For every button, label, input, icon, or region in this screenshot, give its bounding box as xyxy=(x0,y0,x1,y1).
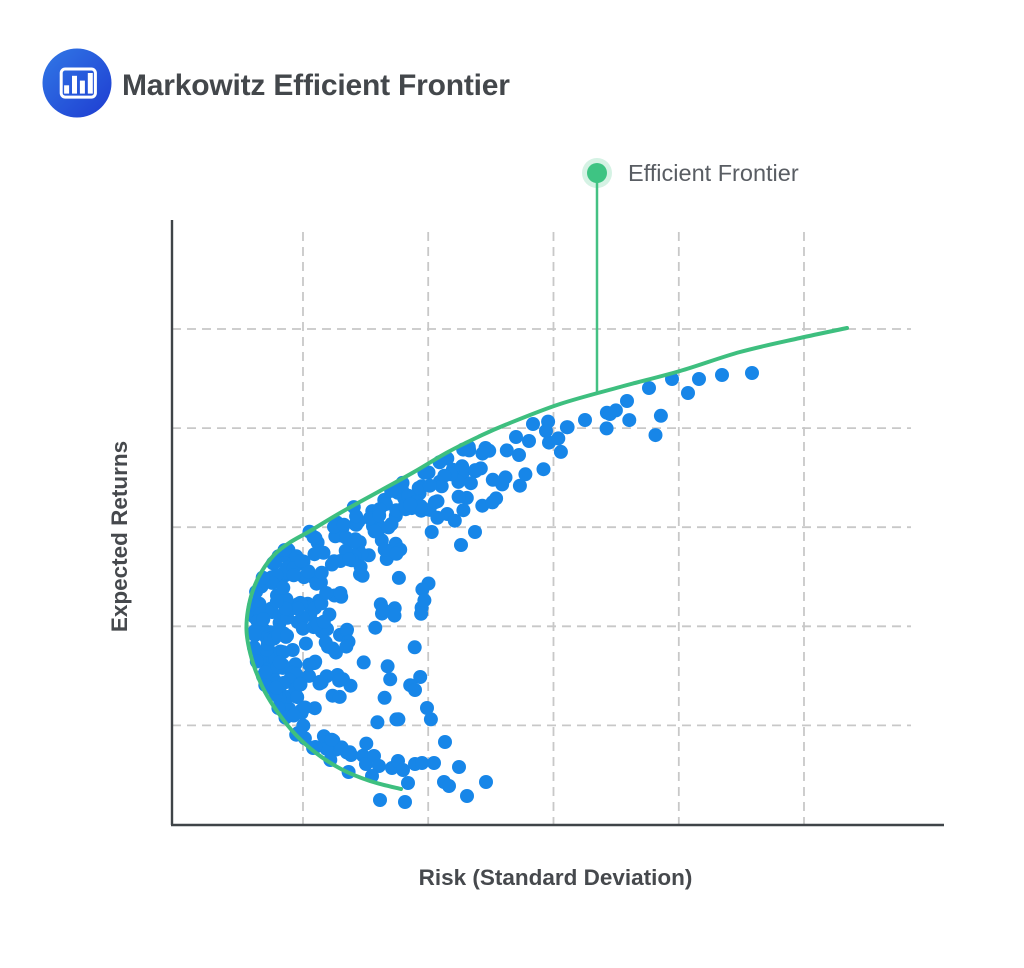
svg-text:Efficient Frontier: Efficient Frontier xyxy=(628,160,799,186)
svg-text:Markowitz Efficient Frontier: Markowitz Efficient Frontier xyxy=(122,69,510,102)
svg-text:Risk (Standard Deviation): Risk (Standard Deviation) xyxy=(419,865,693,890)
svg-text:Expected Returns: Expected Returns xyxy=(107,441,132,632)
